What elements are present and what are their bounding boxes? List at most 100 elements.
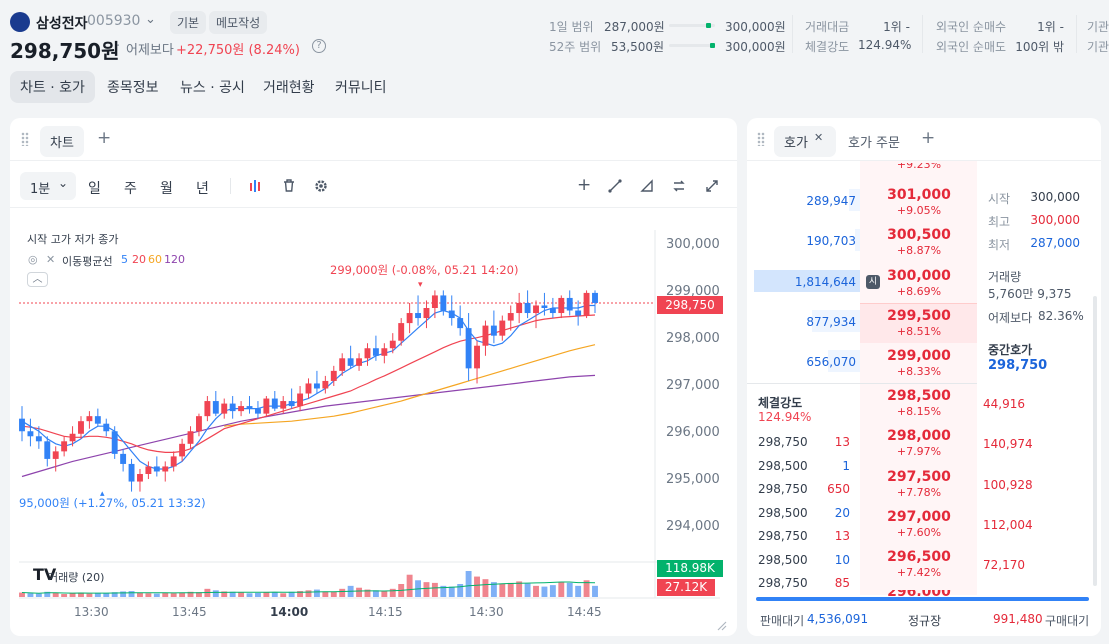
candle-body [313, 383, 320, 389]
add-tab-icon[interactable]: + [97, 128, 112, 148]
trash-icon[interactable] [282, 178, 296, 193]
collapse-legend-icon[interactable]: ︿ [27, 272, 48, 287]
week52-label: 52주 범위 [549, 40, 602, 54]
volume-bar [566, 582, 573, 597]
sell-wait-value: 4,536,091 [807, 612, 869, 626]
period-day[interactable]: 일 [88, 181, 101, 197]
period-week[interactable]: 주 [124, 181, 137, 197]
period-month[interactable]: 월 [160, 181, 173, 197]
close-icon[interactable]: ✕ [814, 131, 824, 144]
ask-price[interactable]: 300,000 [887, 267, 951, 284]
candle-type-icon[interactable] [249, 179, 263, 193]
candle-body [406, 313, 413, 324]
volume-bar [592, 585, 598, 597]
resize-handle-icon[interactable] [717, 621, 727, 631]
bid-price[interactable]: 296,500 [887, 549, 951, 566]
tab-stock-info[interactable]: 종목정보 [107, 80, 159, 96]
week52-range-bar [669, 43, 715, 48]
candle-body [111, 431, 118, 454]
ask-quantity: 289,947 [806, 194, 856, 208]
volume-bar [474, 576, 480, 597]
tab-community[interactable]: 커뮤니티 [335, 80, 387, 96]
info-label: 최저 [988, 238, 1011, 252]
candle-body [246, 406, 253, 409]
tab-news[interactable]: 뉴스 · 공시 [180, 80, 245, 96]
add-tab-icon[interactable]: + [921, 128, 936, 148]
trade-price: 298,500 [758, 458, 808, 473]
candle-body [263, 398, 270, 414]
bid-price[interactable]: 297,500 [887, 468, 951, 485]
interval-select[interactable]: 1분 ⌄ [20, 172, 76, 200]
period-year[interactable]: 년 [196, 181, 209, 197]
volume-bar [52, 592, 59, 597]
ask-volume-bar [812, 309, 860, 332]
tag-basic[interactable]: 기본 [170, 11, 207, 34]
candle-body [322, 380, 329, 389]
ask-volume-bar [754, 269, 860, 292]
volume-bar [490, 582, 497, 597]
candle-body [558, 297, 565, 314]
high-marker: ▾ [418, 280, 423, 290]
expand-icon[interactable] [705, 179, 719, 193]
volume-bar [288, 591, 295, 597]
tag-memo-button[interactable]: 메모작성 [209, 11, 268, 34]
volume-bar [541, 586, 548, 597]
candle-body [137, 474, 143, 482]
candle-body [297, 393, 304, 407]
candle-body [431, 295, 438, 308]
open-price-badge: 시 [866, 274, 880, 289]
ask-rate: +8.51% [896, 324, 942, 338]
volume-value: 5,760만 9,375 [988, 287, 1072, 301]
drag-handle-icon[interactable] [21, 132, 29, 146]
tab-chart-orderbook[interactable]: 차트 · 호가 [10, 71, 95, 103]
chart-panel [10, 118, 737, 636]
trendline-icon[interactable] [608, 179, 622, 193]
volume-bar [322, 591, 329, 597]
strength-label: 체결강도 [758, 396, 803, 410]
ask-price[interactable]: 301,000 [887, 187, 951, 203]
price-chart[interactable]: ▾▴ [0, 0, 737, 636]
triangle-ruler-icon[interactable] [640, 179, 654, 193]
volume-bar [364, 589, 371, 597]
ask-price[interactable]: 299,000 [887, 348, 951, 365]
eye-off-icon[interactable]: ◎ [28, 253, 38, 266]
tab-orderbook-order[interactable]: 호가 주문 [848, 136, 900, 151]
gear-icon[interactable] [314, 179, 328, 193]
close-icon[interactable]: ✕ [46, 253, 56, 266]
vertical-scrollbar[interactable] [1093, 296, 1097, 586]
buy-wait-value: 991,480 [993, 612, 1043, 626]
ask-rate-partial: +9.23% [896, 163, 942, 171]
bid-price[interactable]: 298,000 [887, 428, 951, 445]
volume-bar [153, 593, 160, 597]
trade-price: 298,750 [758, 576, 808, 590]
current-price: 298,750원 [10, 39, 120, 63]
volume-bar [120, 591, 127, 597]
tab-orderbook[interactable]: 호가 [774, 126, 836, 157]
y-tick: 298,000 [666, 331, 720, 346]
swap-icon[interactable] [672, 179, 686, 193]
inst-label-2: 기관 [1087, 40, 1109, 54]
bid-price[interactable]: 298,500 [887, 388, 951, 404]
plus-icon[interactable]: + [577, 175, 592, 195]
candle-body [339, 358, 346, 371]
candle-body [94, 416, 101, 424]
volume-bar [271, 592, 278, 597]
candle-body [364, 348, 371, 359]
ask-price[interactable]: 300,500 [887, 227, 951, 244]
tab-trading[interactable]: 거래현황 [263, 80, 315, 96]
candle-body [187, 431, 194, 444]
ask-quantity: 877,934 [806, 314, 856, 329]
y-tick: 299,000 [666, 284, 720, 299]
candle-body [423, 308, 430, 319]
drag-handle-icon[interactable] [757, 132, 765, 146]
orderbook-scrollbar[interactable] [756, 597, 1089, 601]
question-circle-icon[interactable]: ? [312, 39, 326, 53]
volume-bar [212, 590, 219, 597]
volume-bar [27, 593, 34, 597]
bid-rate: +7.78% [896, 485, 942, 499]
chevron-down-icon[interactable]: ⌄ [145, 12, 156, 27]
tab-chart[interactable]: 차트 [40, 126, 84, 157]
ask-price[interactable]: 299,500 [887, 307, 951, 324]
info-label: 시작 [988, 192, 1011, 206]
bid-price[interactable]: 297,000 [887, 508, 951, 525]
